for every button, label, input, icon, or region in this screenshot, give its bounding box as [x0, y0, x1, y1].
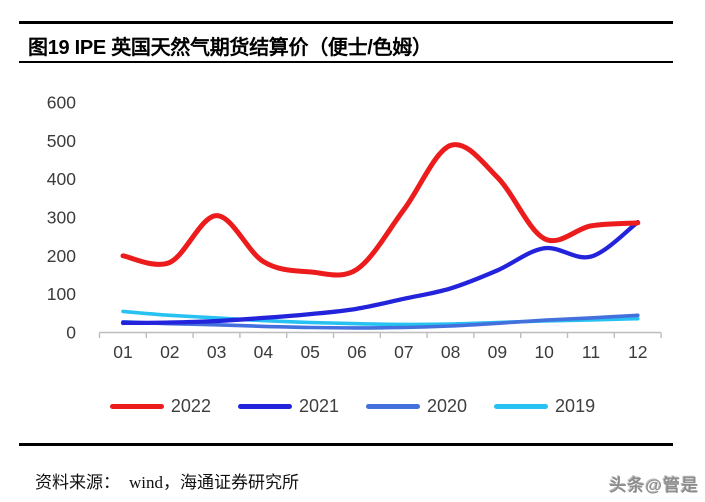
x-axis-label: 04: [254, 342, 274, 362]
x-axis-label: 02: [160, 342, 179, 362]
legend-item-2021: 2021: [237, 395, 339, 417]
y-axis-label: 200: [47, 246, 76, 266]
x-axis-label: 01: [113, 342, 132, 362]
y-axis-label: 100: [47, 284, 76, 304]
x-axis-label: 07: [394, 342, 413, 362]
source-label: 资料来源：: [35, 473, 120, 492]
x-axis-label: 03: [207, 342, 226, 362]
series-line-2020: [121, 313, 640, 330]
x-axis-label: 09: [488, 342, 507, 362]
y-axis-label: 300: [47, 208, 76, 228]
y-axis-label: 0: [66, 323, 76, 343]
series-line-2021: [120, 219, 640, 326]
legend-item-2022: 2022: [109, 395, 211, 417]
legend-swatch-2020: [366, 403, 420, 409]
legend-swatch-2022: [109, 403, 164, 409]
x-axis-label: 11: [582, 342, 600, 362]
x-axis-label: 12: [628, 342, 647, 362]
series-line-2022: [120, 142, 641, 278]
top-rule: [19, 21, 673, 24]
title-underline-rule: [19, 61, 673, 63]
y-axis-label: 600: [47, 93, 76, 113]
chart-legend: 2022 2021 2020 2019: [0, 395, 705, 417]
legend-label-2020: 2020: [427, 395, 468, 416]
source-text: wind，海通证券研究所: [129, 473, 299, 492]
legend-swatch-2021: [237, 403, 292, 409]
x-axis-label: 08: [441, 342, 460, 362]
source-note: 资料来源： wind，海通证券研究所: [35, 468, 299, 493]
y-axis-label: 500: [47, 131, 76, 151]
legend-item-2019: 2019: [494, 396, 595, 417]
legend-label-2021: 2021: [298, 395, 339, 416]
figure-title: 图19 IPE 英国天然气期货结算价（便士/色姆）: [28, 37, 432, 59]
legend-label-2019: 2019: [555, 395, 596, 416]
legend-swatch-2019: [494, 403, 549, 409]
footer-rule: [19, 443, 673, 446]
y-axis-label: 400: [47, 169, 76, 189]
x-axis-label: 10: [534, 342, 554, 362]
legend-label-2022: 2022: [170, 395, 211, 416]
x-axis-label: 05: [300, 342, 319, 362]
watermark: 头条@管是: [609, 476, 699, 495]
x-axis-label: 06: [347, 342, 366, 362]
legend-item-2020: 2020: [366, 396, 467, 417]
